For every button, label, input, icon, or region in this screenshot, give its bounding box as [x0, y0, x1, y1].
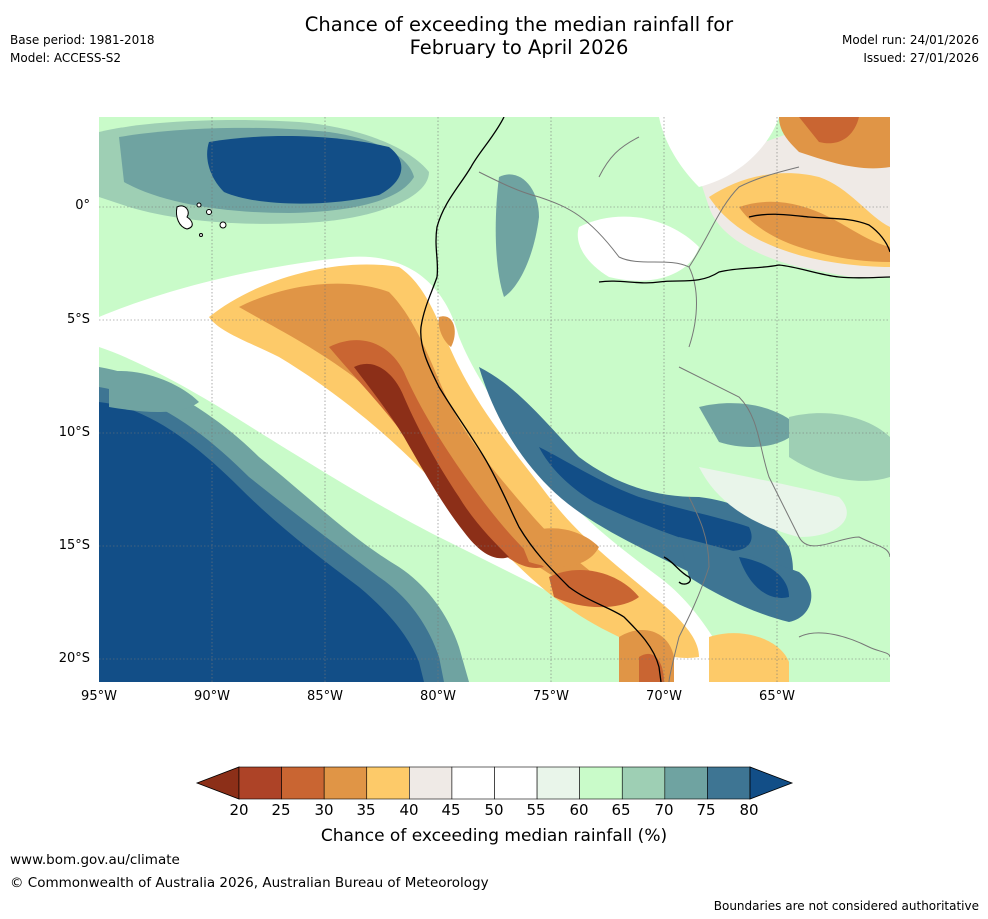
model-run: Model run: 24/01/2026: [841, 33, 979, 47]
region-dry-patch-5: [709, 633, 789, 682]
lon-label-70w: 70°W: [646, 689, 682, 704]
lat-label-0: 0°: [75, 198, 90, 213]
colorbar-cell-c45_50: [451, 766, 495, 800]
colorbar-arrow-below: [195, 766, 240, 800]
galapagos-islands: [176, 202, 227, 237]
region-neutral-2: [659, 117, 779, 187]
colorbar-cell-c30_35: [323, 766, 368, 800]
model-name: Model: ACCESS-S2: [10, 51, 122, 65]
region-light-1: [699, 467, 847, 537]
lat-label-5s: 5°S: [66, 312, 90, 327]
colorbar-cell-c70_75: [664, 766, 708, 800]
colorbar-cell-c55_60: [536, 766, 580, 800]
title-line-1: Chance of exceeding the median rainfall …: [304, 13, 734, 36]
boundary-disclaimer: Boundaries are not considered authoritat…: [713, 899, 979, 913]
map-svg: [99, 117, 890, 682]
region-dry-below20: [354, 363, 509, 559]
colorbar-tick-25: 25: [271, 801, 291, 819]
title-line-2: February to April 2026: [409, 36, 629, 59]
region-dry-ne-top2: [799, 117, 859, 144]
colorbar-tick-40: 40: [399, 801, 419, 819]
colorbar-cell-c65_70: [621, 766, 666, 800]
region-teal-coast-n: [495, 174, 539, 297]
colorbar-cell-c60_65: [579, 766, 623, 800]
region-dry-ne-30: [739, 201, 890, 262]
country-borders: [478, 136, 890, 682]
region-dry-patch-6: [438, 316, 455, 347]
region-dry-patch-2: [549, 569, 639, 608]
lon-label-80w: 80°W: [420, 689, 456, 704]
colorbar-tick-20: 20: [229, 801, 249, 819]
base-period: Base period: 1981-2018: [10, 33, 155, 47]
lat-label-15s: 15°S: [58, 538, 90, 553]
colorbar-title: Chance of exceeding median rainfall (%): [320, 826, 668, 846]
issued-date: Issued: 27/01/2026: [863, 51, 979, 65]
colorbar-tick-35: 35: [356, 801, 376, 819]
colorbar-tick-55: 55: [526, 801, 546, 819]
meta-left: Base period: 1981-2018 Model: ACCESS-S2: [10, 31, 155, 67]
region-deepblue-n: [207, 135, 402, 204]
lon-label-65w: 65°W: [759, 689, 795, 704]
colorbar-tick-60: 60: [569, 801, 589, 819]
colorbar: [195, 766, 794, 800]
colorbar-tick-75: 75: [696, 801, 716, 819]
colorbar-cell-c25_30: [281, 766, 325, 800]
lon-label-90w: 90°W: [194, 689, 230, 704]
website-link[interactable]: www.bom.gov.au/climate: [10, 852, 180, 868]
colorbar-tick-45: 45: [441, 801, 461, 819]
coastline: [420, 117, 890, 682]
gridlines: [99, 117, 890, 682]
lon-label-85w: 85°W: [307, 689, 343, 704]
colorbar-cell-c20_25: [238, 766, 282, 800]
region-teal-w: [109, 371, 199, 412]
copyright: © Commonwealth of Australia 2026, Austra…: [10, 875, 489, 891]
colorbar-tick-70: 70: [654, 801, 674, 819]
region-deepblue-inland: [539, 447, 752, 551]
lon-label-95w: 95°W: [81, 689, 117, 704]
region-deepblue-se: [739, 557, 789, 598]
map-title: Chance of exceeding the median rainfall …: [0, 13, 988, 59]
colorbar-cell-c35_40: [366, 766, 410, 800]
colorbar-tick-50: 50: [484, 801, 504, 819]
region-deepblue-sw: [99, 402, 424, 682]
colorbar-cell-c50_55: [494, 766, 538, 800]
region-neutral-1: [577, 216, 699, 281]
lat-label-10s: 10°S: [58, 425, 90, 440]
rainfall-map: [99, 117, 890, 682]
colorbar-tick-30: 30: [314, 801, 334, 819]
region-lightteal-e: [789, 413, 890, 481]
colorbar-cell-c40_45: [409, 766, 453, 800]
lat-label-20s: 20°S: [58, 651, 90, 666]
colorbar-cell-c75_80: [707, 766, 751, 800]
colorbar-tick-65: 65: [611, 801, 631, 819]
meta-right: Model run: 24/01/2026 Issued: 27/01/2026: [842, 31, 979, 67]
region-teal-e: [699, 403, 799, 447]
region-blue-se: [679, 537, 812, 622]
lon-label-75w: 75°W: [533, 689, 569, 704]
region-dry-patch-1: [519, 528, 599, 567]
colorbar-tick-80: 80: [739, 801, 759, 819]
colorbar-arrow-above: [749, 766, 794, 800]
colorbar-cells: [238, 766, 751, 800]
